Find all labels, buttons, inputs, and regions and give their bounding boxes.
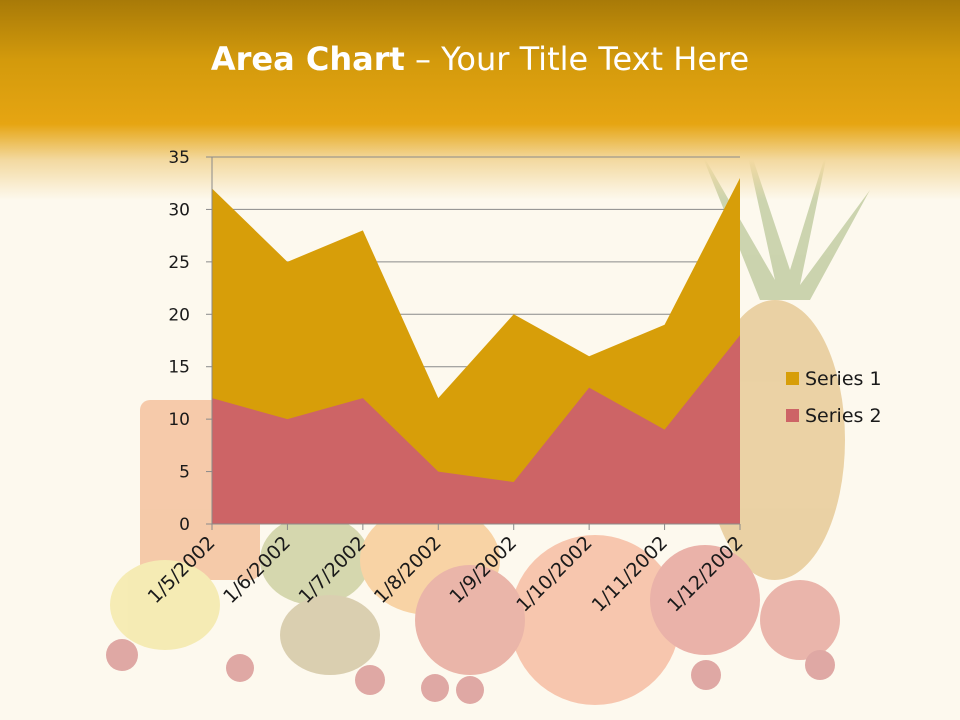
axes [206,156,741,530]
header-band [0,0,960,200]
slide-title-bold: Area Chart [210,40,405,78]
area-series-2 [212,335,740,524]
legend-item-series-1: Series 1 [786,360,882,397]
y-tick-label-5: 5 [179,463,190,483]
legend-swatch-series-2 [786,409,799,422]
y-tick-label-30: 30 [168,200,190,220]
slide-title-rest: – Your Title Text Here [404,40,750,78]
legend-label-series-2: Series 2 [805,404,882,427]
slide-title: Area Chart – Your Title Text Here [0,40,960,78]
y-tick-label-35: 35 [168,148,190,168]
x-tick-labels: 1/5/2002 1/6/2002 1/7/2002 1/8/2002 1/9/2002… [144,532,748,616]
y-tick-label-0: 0 [179,515,190,535]
x-tick-label-7: 1/11/2002 [588,532,672,616]
legend-label-series-1: Series 1 [805,367,882,390]
legend-swatch-series-1 [786,372,799,385]
x-tick-label-3: 1/7/2002 [294,532,370,608]
x-tick-label-8: 1/12/2002 [663,532,747,616]
x-tick-label-1: 1/5/2002 [144,532,220,608]
x-tick-label-6: 1/10/2002 [512,532,596,616]
x-tick-label-4: 1/8/2002 [370,532,446,608]
legend-item-series-2: Series 2 [786,397,882,434]
x-tick-label-5: 1/9/2002 [445,532,521,608]
y-tick-label-10: 10 [168,410,190,430]
y-tick-labels: 0 5 10 15 20 25 30 35 [168,148,190,535]
chart-legend: Series 1 Series 2 [786,360,882,434]
y-tick-label-25: 25 [168,253,190,273]
y-tick-label-15: 15 [168,358,190,378]
y-tick-label-20: 20 [168,305,190,325]
x-tick-label-2: 1/6/2002 [219,532,295,608]
area-series [212,177,740,524]
